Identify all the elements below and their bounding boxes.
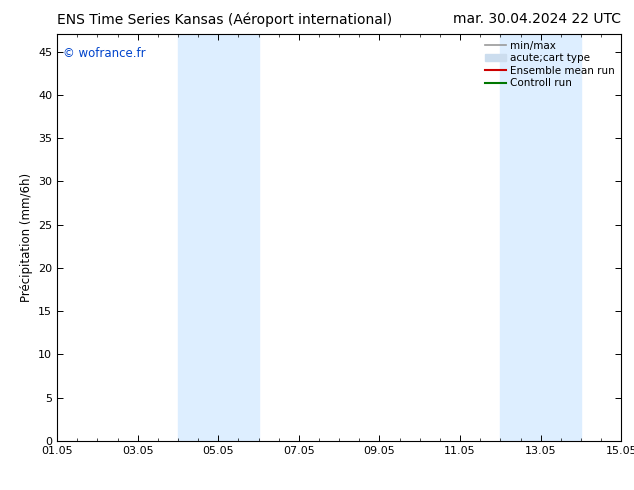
Bar — [500, 34, 581, 441]
Legend: min/max, acute;cart type, Ensemble mean run, Controll run: min/max, acute;cart type, Ensemble mean … — [481, 36, 619, 93]
Text: ENS Time Series Kansas (Aéroport international): ENS Time Series Kansas (Aéroport interna… — [57, 12, 392, 27]
Text: © wofrance.fr: © wofrance.fr — [63, 47, 145, 59]
Text: mar. 30.04.2024 22 UTC: mar. 30.04.2024 22 UTC — [453, 12, 621, 26]
Bar — [178, 34, 259, 441]
Y-axis label: Précipitation (mm/6h): Précipitation (mm/6h) — [20, 173, 32, 302]
